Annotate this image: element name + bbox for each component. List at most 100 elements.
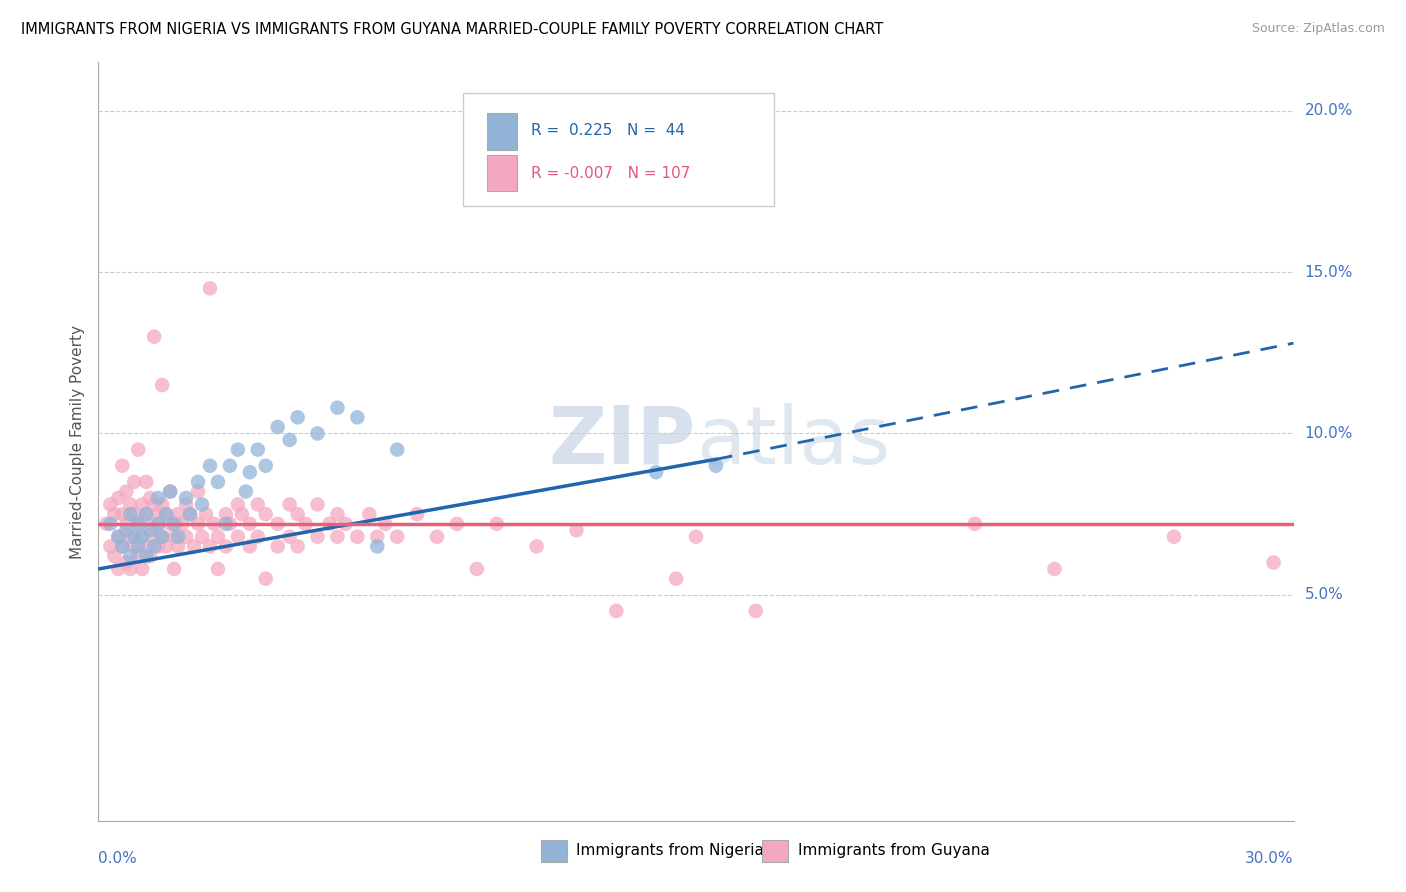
- Point: [239, 540, 262, 554]
- Text: ZIP: ZIP: [548, 402, 696, 481]
- Point: [446, 516, 468, 531]
- Point: [326, 507, 349, 521]
- Point: [96, 516, 118, 531]
- Point: [155, 507, 177, 521]
- Point: [167, 507, 190, 521]
- Point: [326, 530, 349, 544]
- Point: [111, 458, 134, 473]
- Point: [565, 523, 588, 537]
- Point: [215, 540, 238, 554]
- Point: [963, 516, 986, 531]
- Point: [139, 491, 162, 505]
- Point: [111, 507, 134, 521]
- Point: [159, 484, 181, 499]
- Point: [127, 442, 149, 457]
- Point: [139, 516, 162, 531]
- Point: [645, 465, 668, 479]
- Point: [107, 530, 129, 544]
- Point: [174, 498, 197, 512]
- Point: [465, 562, 488, 576]
- Point: [307, 498, 329, 512]
- Point: [287, 540, 309, 554]
- Point: [187, 475, 209, 489]
- Point: [174, 491, 197, 505]
- Point: [135, 507, 157, 521]
- Point: [246, 442, 269, 457]
- Point: [159, 484, 181, 499]
- Point: [385, 442, 409, 457]
- Point: [131, 562, 153, 576]
- Text: 10.0%: 10.0%: [1305, 426, 1353, 441]
- Point: [207, 530, 229, 544]
- Point: [135, 507, 157, 521]
- Point: [111, 540, 134, 554]
- Point: [207, 475, 229, 489]
- Point: [374, 516, 396, 531]
- Point: [704, 458, 727, 473]
- Point: [155, 540, 177, 554]
- Point: [150, 530, 173, 544]
- Point: [172, 516, 194, 531]
- Point: [231, 507, 253, 521]
- Point: [195, 507, 218, 521]
- Point: [111, 540, 134, 554]
- Point: [287, 507, 309, 521]
- Point: [198, 540, 221, 554]
- Point: [287, 410, 309, 425]
- Point: [219, 458, 242, 473]
- Point: [120, 562, 142, 576]
- Text: Immigrants from Nigeria: Immigrants from Nigeria: [576, 844, 765, 858]
- Point: [294, 516, 316, 531]
- Point: [215, 516, 238, 531]
- Point: [148, 540, 170, 554]
- Point: [385, 530, 409, 544]
- Point: [135, 475, 157, 489]
- Point: [167, 540, 190, 554]
- Point: [1163, 530, 1185, 544]
- Point: [183, 540, 205, 554]
- Point: [163, 562, 186, 576]
- Text: 30.0%: 30.0%: [1246, 851, 1294, 866]
- Point: [124, 475, 146, 489]
- Point: [406, 507, 429, 521]
- Point: [278, 433, 301, 447]
- Point: [98, 498, 122, 512]
- Point: [326, 401, 349, 415]
- Point: [127, 516, 149, 531]
- Point: [124, 540, 146, 554]
- Point: [366, 540, 388, 554]
- Point: [98, 540, 122, 554]
- Point: [148, 491, 170, 505]
- Point: [127, 540, 149, 554]
- Point: [120, 530, 142, 544]
- Point: [103, 507, 125, 521]
- Point: [143, 540, 166, 554]
- Point: [335, 516, 357, 531]
- Point: [135, 540, 157, 554]
- FancyBboxPatch shape: [463, 93, 773, 207]
- Point: [485, 516, 508, 531]
- Text: atlas: atlas: [696, 402, 890, 481]
- Point: [179, 507, 201, 521]
- Point: [191, 498, 214, 512]
- Point: [198, 281, 221, 295]
- Text: R = -0.007   N = 107: R = -0.007 N = 107: [531, 167, 690, 181]
- Y-axis label: Married-Couple Family Poverty: Married-Couple Family Poverty: [69, 325, 84, 558]
- Point: [127, 516, 149, 531]
- Point: [150, 378, 173, 392]
- Point: [1263, 556, 1285, 570]
- Point: [246, 498, 269, 512]
- Text: 15.0%: 15.0%: [1305, 265, 1353, 280]
- Point: [107, 491, 129, 505]
- Point: [131, 498, 153, 512]
- Point: [150, 498, 173, 512]
- Point: [103, 549, 125, 563]
- Text: Immigrants from Guyana: Immigrants from Guyana: [797, 844, 990, 858]
- Point: [167, 530, 190, 544]
- Text: 5.0%: 5.0%: [1305, 587, 1343, 602]
- Point: [239, 465, 262, 479]
- Point: [174, 530, 197, 544]
- Text: Source: ZipAtlas.com: Source: ZipAtlas.com: [1251, 22, 1385, 36]
- Point: [191, 530, 214, 544]
- Point: [159, 516, 181, 531]
